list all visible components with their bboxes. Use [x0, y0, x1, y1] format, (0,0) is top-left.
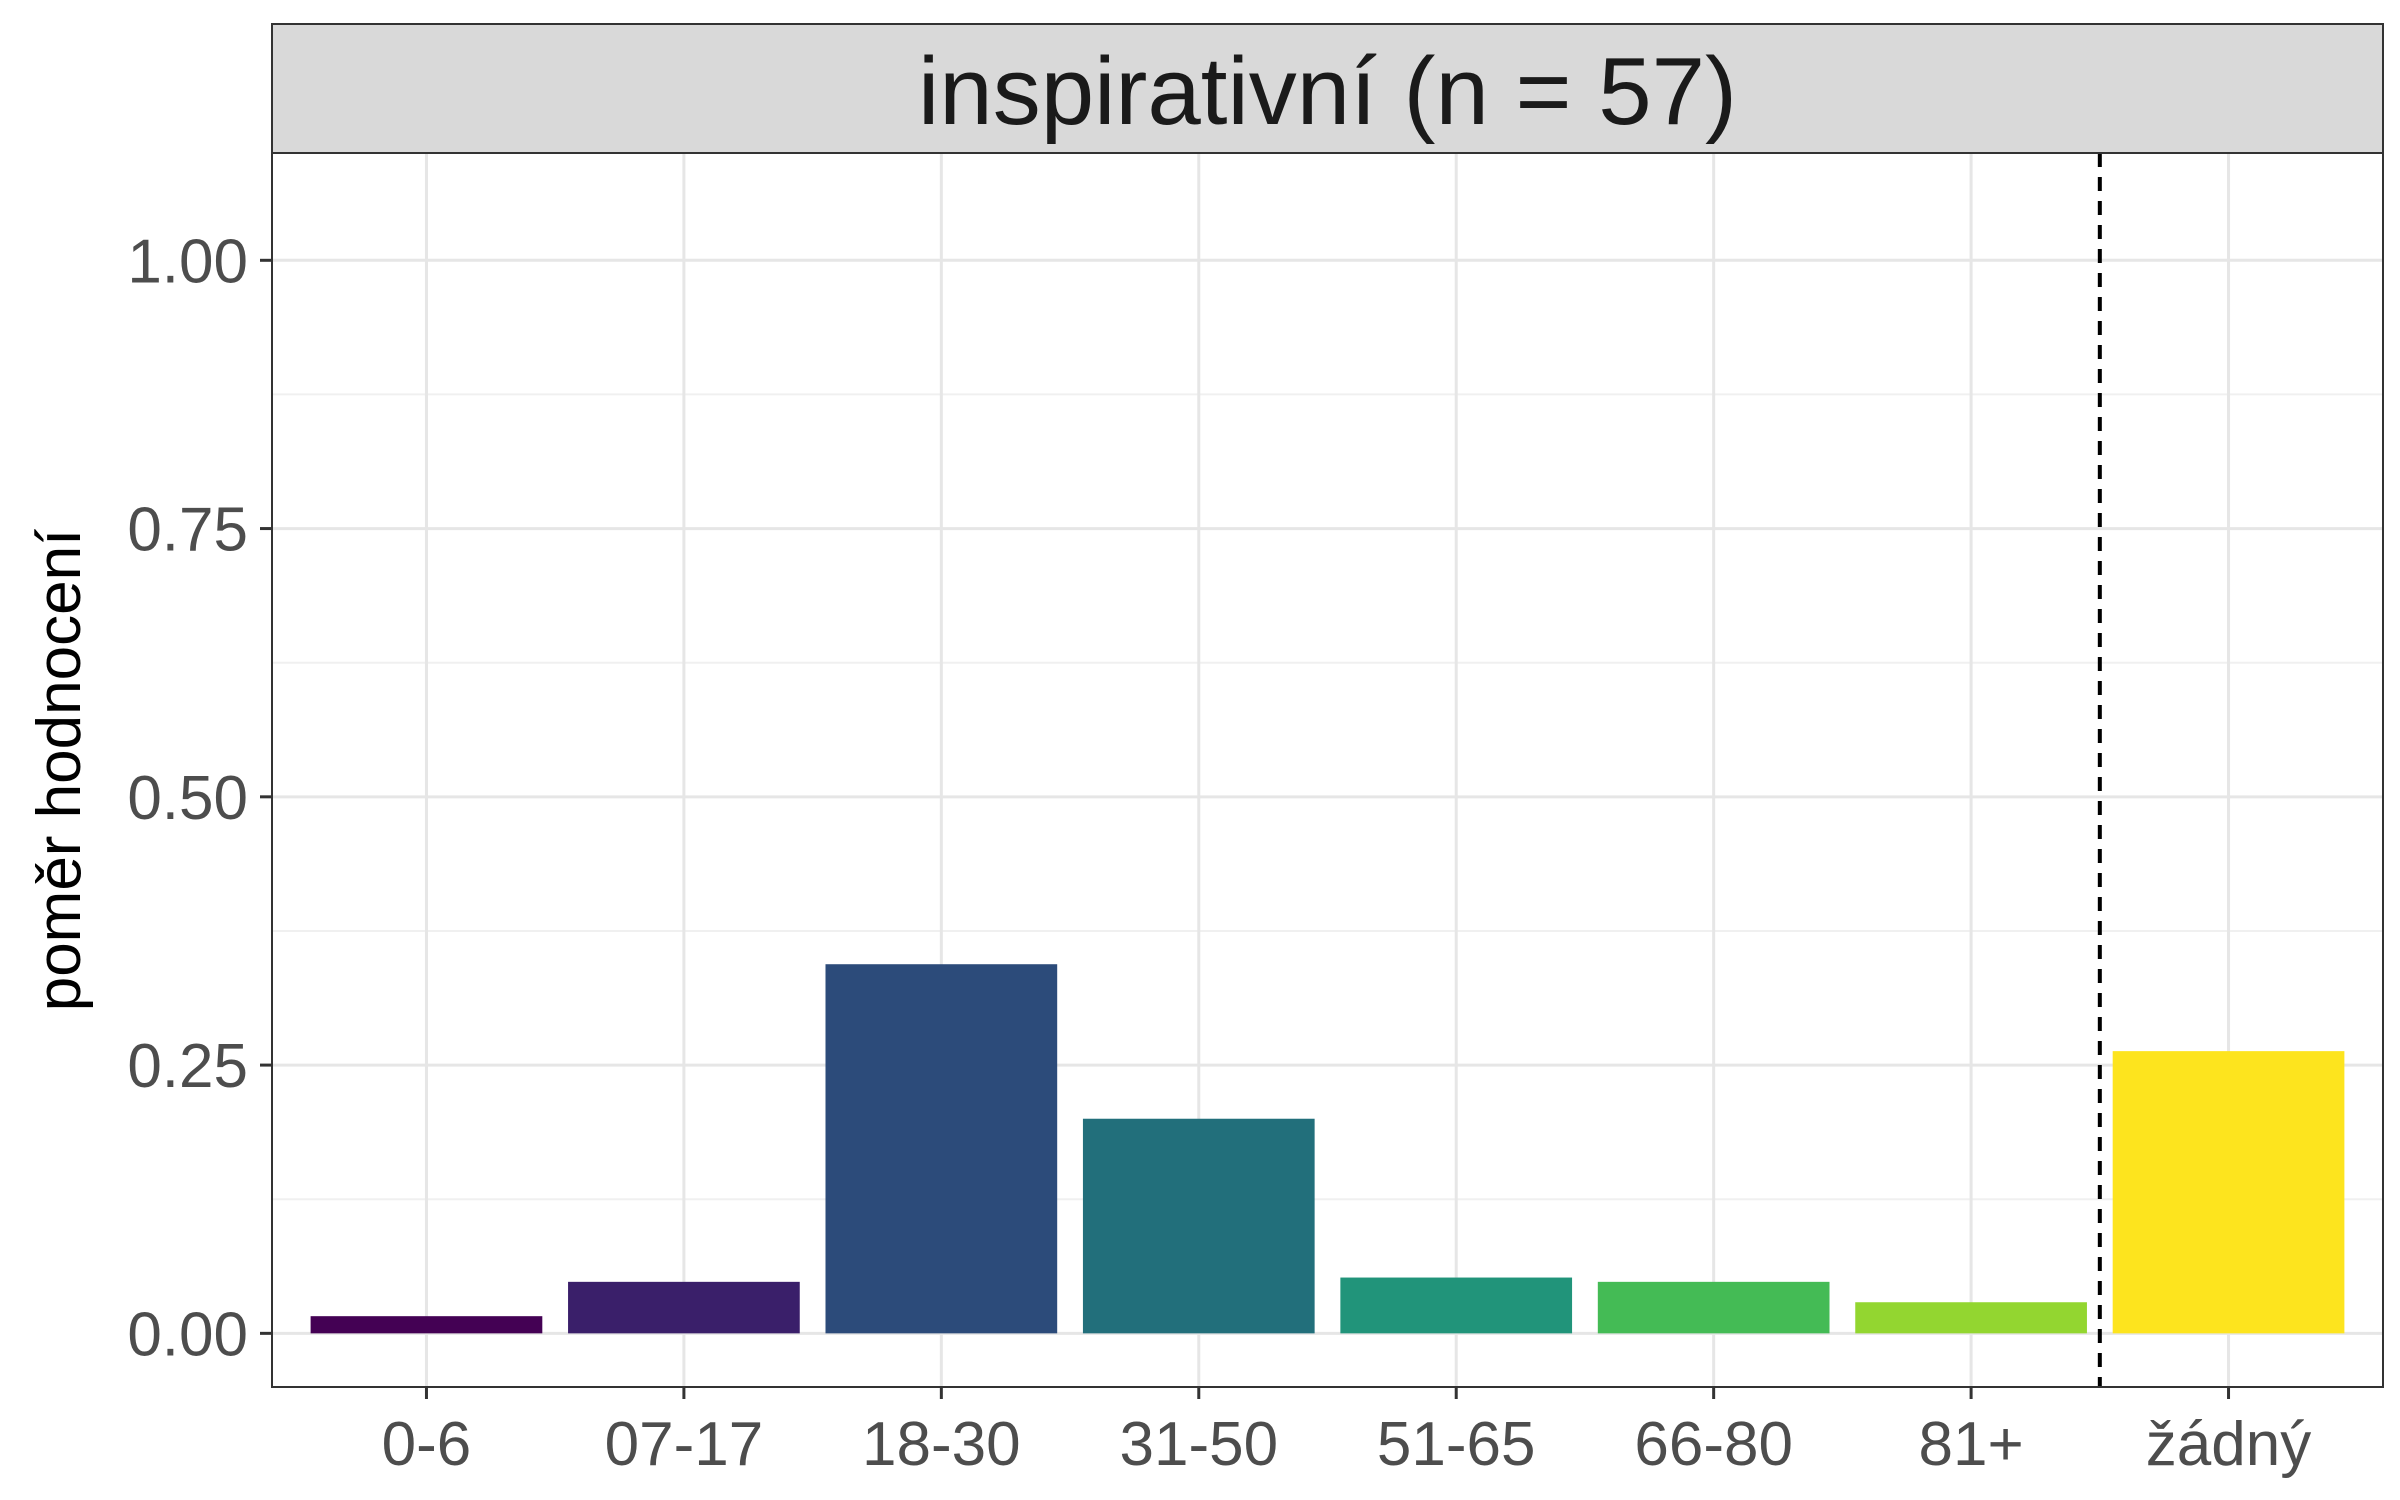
bar-07-17	[568, 1281, 800, 1334]
bar-0-6	[310, 1316, 543, 1334]
x-tick-label: 18-30	[862, 1410, 1021, 1479]
x-tick-label: žádný	[2146, 1410, 2311, 1479]
x-axis: 0-6 07-17 18-30 31-50 51-65 66-80 81+ žádný	[382, 1387, 2311, 1479]
x-tick-label: 0-6	[382, 1410, 472, 1479]
x-tick-label: 66-80	[1634, 1410, 1793, 1479]
bar-81+	[1855, 1302, 2087, 1334]
y-tick-label: 0.00	[127, 1300, 248, 1369]
major-gridlines	[272, 153, 2383, 1387]
minor-gridlines	[272, 393, 2383, 1201]
bars	[310, 964, 2345, 1334]
x-tick-label: 81+	[1919, 1410, 2024, 1479]
bar-žádný	[2112, 1051, 2345, 1334]
bar-66-80	[1597, 1281, 1830, 1334]
x-tick-label: 31-50	[1119, 1410, 1278, 1479]
facet-label: inspirativní (n = 57)	[918, 38, 1737, 145]
x-tick-label: 51-65	[1377, 1410, 1536, 1479]
y-axis: 0.00 0.25 0.50 0.75 1.00	[127, 227, 272, 1369]
y-tick-label: 1.00	[127, 227, 248, 296]
bar-31-50	[1082, 1118, 1315, 1334]
y-tick-label: 0.25	[127, 1032, 248, 1101]
bar-18-30	[825, 964, 1058, 1334]
y-tick-label: 0.75	[127, 496, 248, 565]
y-axis-title: poměr hodnocení	[25, 529, 94, 1012]
bar-51-65	[1340, 1277, 1573, 1334]
x-tick-label: 07-17	[605, 1410, 764, 1479]
y-tick-label: 0.50	[127, 764, 248, 833]
facet-strip	[271, 23, 2384, 154]
